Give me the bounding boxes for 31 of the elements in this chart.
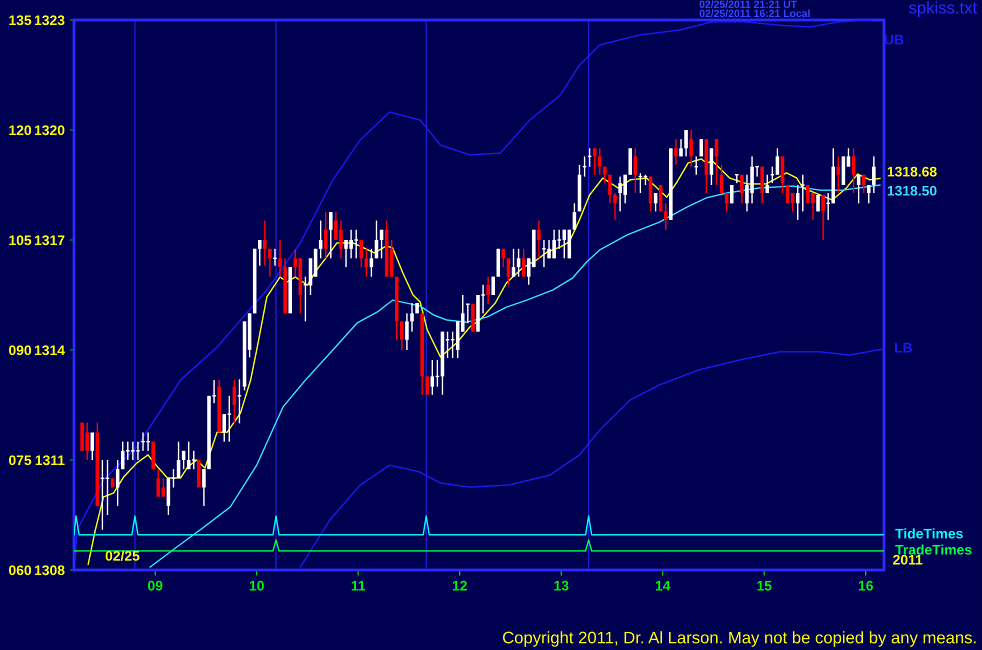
series-label: TideTimes [895,528,963,539]
text: spkiss.txt [909,1,977,17]
annotation: 1318.50 [888,186,937,196]
y-tick-label: 1317 [34,235,64,246]
x-tick-label: 10 [250,580,264,591]
y-tick-label: 1320 [34,125,64,136]
y2-tick-label: 105 [9,235,32,246]
y2-tick-label: 135 [9,15,32,26]
y-tick-label: 1314 [34,345,65,356]
y2-tick-label: 090 [9,345,32,356]
x-tick-label: 12 [452,580,467,590]
text: 02/25/2011 21:21 UT [700,0,797,8]
annotation: 1318.68 [888,166,937,177]
x-tick-label: 14 [656,580,670,590]
text: 02/25/2011 16:21 Local [700,9,810,18]
y-tick-label: 1323 [34,15,64,26]
y2-tick-label: 120 [9,125,32,136]
text: 2011 [893,554,922,565]
x-tick-label: 13 [554,580,568,591]
x-tick-label: 15 [757,580,772,591]
annotation: 02/25 [106,550,140,561]
y-tick-label: 1308 [34,565,65,576]
x-tick-label: 09 [148,580,162,591]
text: Copyright 2011, Dr. Al Larson. May not be copied by any means. [502,631,976,647]
series-label: LB [895,342,912,352]
y2-tick-label: 075 [9,455,32,466]
series-label: TradeTimes [895,544,972,555]
y-tick-label: 1311 [36,455,65,466]
x-tick-label: 11 [352,580,366,590]
x-tick-label: 16 [858,580,873,591]
y2-tick-label: 060 [9,565,32,576]
